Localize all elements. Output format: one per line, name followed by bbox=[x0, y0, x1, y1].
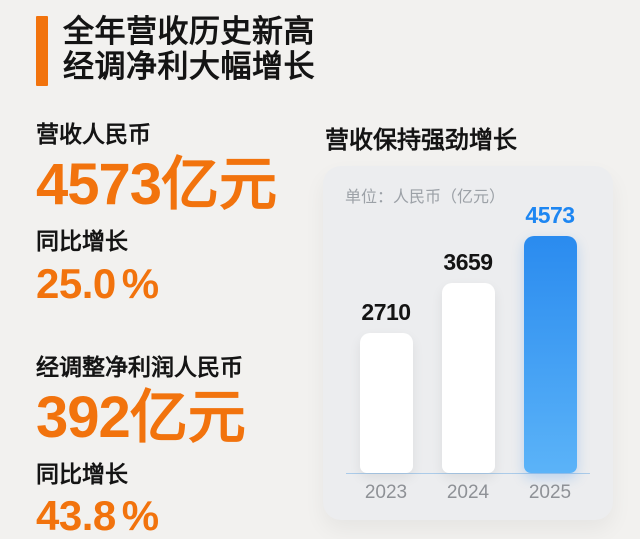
bar-2025 bbox=[523, 236, 577, 473]
bar-value-2025: 4573 bbox=[525, 202, 575, 228]
x-label-2023: 2023 bbox=[364, 482, 408, 503]
page-title-line1: 全年营收历史新高 bbox=[63, 14, 315, 49]
revenue-growth-unit: % bbox=[121, 259, 159, 307]
net-profit-growth-label: 同比增长 bbox=[36, 460, 128, 487]
stats-column: 营收人民币 4573亿元 同比增长 25.0% 经调整净利润人民币 392亿元 … bbox=[36, 121, 321, 538]
bar-2023 bbox=[359, 333, 413, 473]
stat-revenue: 营收人民币 4573亿元 同比增长 25.0% bbox=[36, 121, 321, 307]
revenue-growth-value: 25.0% bbox=[36, 259, 321, 307]
header: 全年营收历史新高 经调净利大幅增长 bbox=[36, 14, 315, 86]
chart-heading: 营收保持强劲增长 bbox=[325, 127, 517, 154]
page-title: 全年营收历史新高 经调净利大幅增长 bbox=[63, 14, 315, 86]
net-profit-growth-unit: % bbox=[121, 492, 159, 539]
page-title-line2: 经调净利大幅增长 bbox=[63, 49, 315, 84]
x-label-2025: 2025 bbox=[528, 482, 572, 503]
x-label-2024: 2024 bbox=[446, 482, 490, 503]
net-profit-growth-amount: 43.8 bbox=[36, 492, 116, 539]
net-profit-amount: 392 bbox=[36, 384, 131, 450]
bar-group-2024: 3659 bbox=[428, 249, 508, 473]
net-profit-unit: 亿元 bbox=[129, 384, 246, 450]
chart-plot-area: 2710 3659 4573 bbox=[346, 202, 590, 474]
bar-group-2023: 2710 bbox=[346, 299, 426, 473]
revenue-growth-amount: 25.0 bbox=[36, 259, 116, 307]
revenue-growth-label: 同比增长 bbox=[36, 228, 128, 255]
chart-unit-label: 单位：人民币（亿元） bbox=[345, 189, 506, 206]
net-profit-growth-value: 43.8% bbox=[36, 495, 321, 537]
net-profit-value: 392亿元 bbox=[36, 388, 321, 447]
bar-2024 bbox=[441, 283, 495, 473]
revenue-label: 营收人民币 bbox=[36, 121, 151, 147]
revenue-amount: 4573 bbox=[36, 152, 162, 218]
stat-net-profit: 经调整净利润人民币 392亿元 同比增长 43.8% bbox=[36, 353, 321, 538]
bar-group-2025: 4573 bbox=[510, 202, 590, 473]
revenue-unit: 亿元 bbox=[161, 152, 278, 218]
net-profit-label: 经调整净利润人民币 bbox=[36, 353, 243, 380]
revenue-bar-chart-card: 单位：人民币（亿元） 2710 3659 4573 2023 2024 2025 bbox=[323, 166, 613, 520]
bar-value-2023: 2710 bbox=[361, 299, 411, 325]
chart-x-axis: 2023 2024 2025 bbox=[346, 482, 590, 504]
accent-bar bbox=[36, 16, 48, 86]
bar-value-2024: 3659 bbox=[443, 249, 493, 275]
revenue-value: 4573亿元 bbox=[36, 156, 321, 214]
